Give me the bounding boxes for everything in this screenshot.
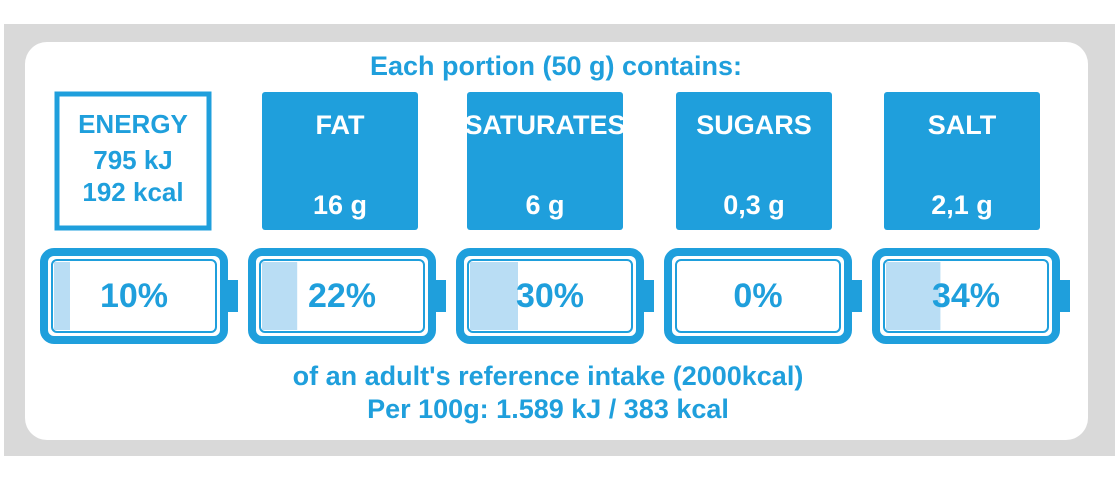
nutrient-box: [884, 92, 1040, 230]
nutrient-box: [467, 92, 623, 230]
nutrient-amount: 192 kcal: [82, 177, 183, 207]
battery-fill: [262, 262, 298, 330]
nutrient-name: SUGARS: [696, 110, 812, 140]
nutrient-box: [676, 92, 832, 230]
nutrient-name: SALT: [928, 110, 997, 140]
nutrient-box: [262, 92, 418, 230]
battery-fill: [886, 262, 941, 330]
percent-label: 34%: [932, 277, 1000, 315]
battery-inner: [51, 259, 217, 333]
nutrient-box: [54, 91, 212, 231]
battery-body: [664, 248, 852, 344]
nutrient-name: ENERGY: [78, 109, 188, 139]
nutrient-amount: 0,3 g: [723, 190, 785, 220]
title: Each portion (50 g) contains:: [370, 51, 742, 81]
battery-tip: [852, 280, 862, 312]
nutrient-amount: 6 g: [525, 190, 564, 220]
nutrient-amount: 2,1 g: [931, 190, 993, 220]
percent-label: 0%: [733, 277, 782, 315]
battery-inner: [467, 259, 633, 333]
nutrient-amount: 795 kJ: [93, 145, 173, 175]
battery-inner: [675, 259, 841, 333]
footer-line: Per 100g: 1.589 kJ / 383 kcal: [367, 394, 729, 424]
percent-label: 30%: [516, 277, 584, 315]
nutrient-amount: 16 g: [313, 190, 367, 220]
battery-inner: [259, 259, 425, 333]
nutrient-name: SATURATES: [465, 110, 626, 140]
footer-line: of an adult's reference intake (2000kcal…: [293, 361, 804, 391]
battery-fill: [470, 262, 518, 330]
battery-inner: [883, 259, 1049, 333]
battery-fill: [54, 262, 70, 330]
battery-tip: [436, 280, 446, 312]
percent-label: 10%: [100, 277, 168, 315]
battery-tip: [1060, 280, 1070, 312]
nutrient-name: FAT: [316, 110, 365, 140]
percent-label: 22%: [308, 277, 376, 315]
battery-tip: [228, 280, 238, 312]
battery-tip: [644, 280, 654, 312]
battery-body: [40, 248, 228, 344]
